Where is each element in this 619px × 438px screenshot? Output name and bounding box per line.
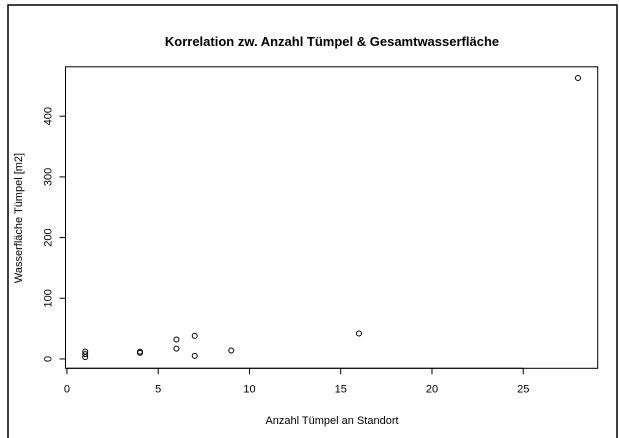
plot-box (65, 66, 599, 369)
y-tick-label: 400 (43, 107, 55, 125)
x-axis-label: Anzahl Tümpel an Standort (265, 415, 398, 427)
point (191, 332, 198, 339)
point (355, 330, 362, 337)
y-tick-label: 300 (43, 168, 55, 186)
y-axis-label: Wasserfläche Tümpel [m2] (13, 153, 25, 283)
point (82, 348, 89, 355)
x-tick-label: 25 (517, 383, 529, 395)
point (82, 351, 89, 358)
x-tick-label: 15 (335, 383, 347, 395)
y-tick-label: 100 (43, 289, 55, 307)
point (173, 345, 180, 352)
point (191, 352, 198, 359)
y-tick-label: 200 (43, 228, 55, 246)
x-tick-label: 0 (64, 383, 70, 395)
point (173, 336, 180, 343)
frame (7, 4, 618, 438)
chart-title: Korrelation zw. Anzahl Tümpel & Gesamtwa… (165, 34, 499, 49)
y-tick-label: 0 (43, 356, 55, 362)
point (228, 347, 235, 354)
x-tick-label: 10 (243, 383, 255, 395)
x-tick-label: 5 (155, 383, 161, 395)
x-tick-label: 20 (426, 383, 438, 395)
point (574, 74, 581, 81)
point (136, 348, 143, 355)
